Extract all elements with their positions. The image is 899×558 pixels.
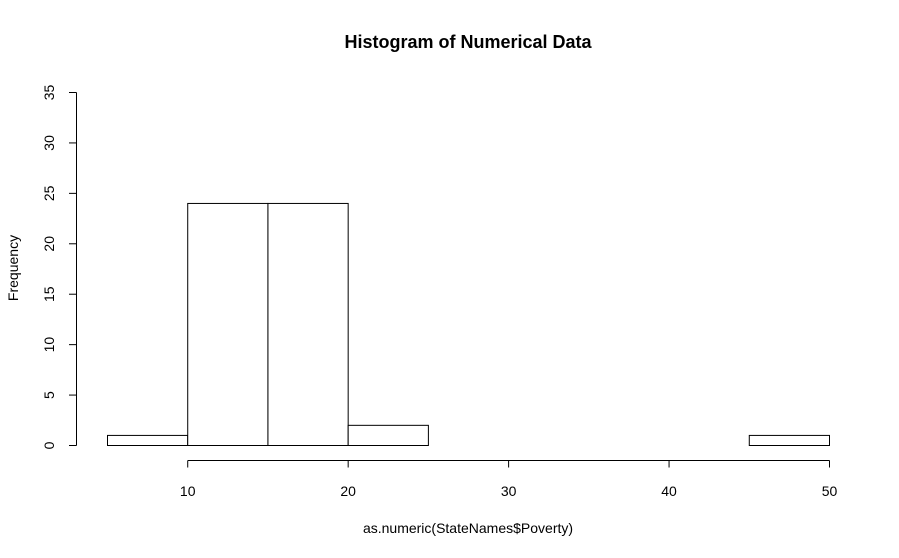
x-axis-label: as.numeric(StateNames$Poverty) (363, 520, 573, 536)
y-tick-label: 35 (41, 85, 57, 101)
histogram-bar (347, 424, 429, 447)
y-tick-label: 0 (41, 441, 57, 449)
y-tick-label: 20 (41, 236, 57, 252)
y-tick-label: 30 (41, 135, 57, 151)
x-tick-label: 30 (501, 483, 517, 499)
x-tick-label: 10 (180, 483, 196, 499)
y-tick-label: 25 (41, 185, 57, 201)
y-tick-label: 5 (41, 391, 57, 399)
histogram-bar (107, 434, 189, 446)
chart-title: Histogram of Numerical Data (344, 32, 592, 52)
y-tick-label: 10 (41, 337, 57, 353)
x-tick-label: 50 (822, 483, 838, 499)
x-tick-label: 40 (661, 483, 677, 499)
x-axis: 10 20 30 40 50 (180, 460, 838, 499)
y-axis-label: Frequency (5, 235, 21, 301)
histogram-bars (107, 202, 830, 447)
histogram-bar (748, 434, 830, 446)
histogram-bar (267, 202, 349, 446)
y-axis: 0 5 10 15 20 25 30 35 (41, 85, 77, 449)
histogram-bar (187, 202, 269, 446)
y-tick-label: 15 (41, 286, 57, 302)
x-tick-label: 20 (340, 483, 356, 499)
